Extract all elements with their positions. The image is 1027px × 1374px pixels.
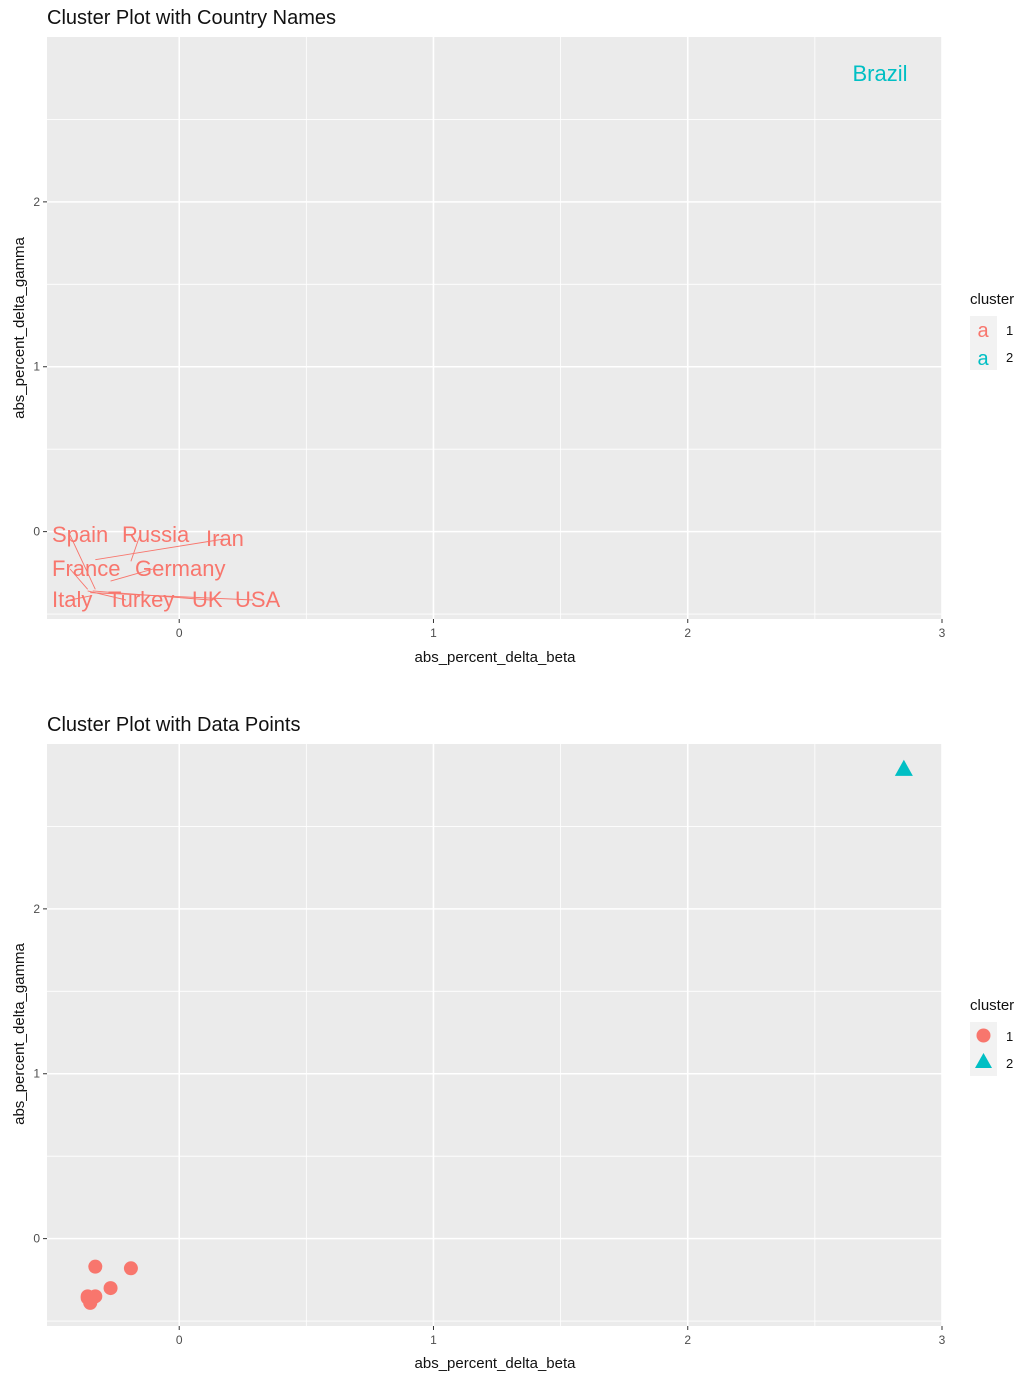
legend-entry-1: a 1 — [970, 316, 1013, 343]
country-label-turkey: Turkey — [108, 587, 174, 612]
label-leader-line — [130, 534, 141, 562]
x-tick-label: 1 — [430, 1333, 437, 1347]
legend-title: cluster — [970, 291, 1014, 308]
panel-background — [47, 37, 942, 619]
legend-key-circle — [976, 1028, 991, 1043]
country-label-france: France — [52, 556, 120, 581]
legend-label: 1 — [1006, 323, 1013, 338]
label-leader-line — [90, 592, 254, 601]
country-label-italy: Italy — [52, 587, 92, 612]
chart-title: Cluster Plot with Data Points — [47, 714, 300, 736]
y-tick-label: 0 — [33, 1232, 40, 1246]
cluster-plot-data-points: Cluster Plot with Data Points 0 1 2 3 0 1 2 ab… — [11, 714, 1014, 1372]
x-tick-label: 0 — [176, 626, 183, 640]
legend-title: cluster — [970, 997, 1014, 1014]
legend-label: 1 — [1006, 1029, 1013, 1044]
label-leader-line — [69, 568, 89, 590]
data-point-cluster-1 — [103, 1281, 118, 1296]
label-leader-line — [110, 568, 154, 582]
y-tick-label: 1 — [33, 360, 40, 374]
plot-area: 0 1 2 3 0 1 2 — [33, 744, 946, 1347]
country-label-uk: UK — [192, 587, 223, 612]
x-tick-label: 1 — [430, 626, 437, 640]
legend-key-glyph: a — [977, 320, 989, 342]
country-label-germany: Germany — [135, 556, 225, 581]
legend: cluster a 1 a 2 — [970, 291, 1014, 370]
country-label-iran: Iran — [206, 526, 244, 551]
y-tick-label: 2 — [33, 195, 40, 209]
data-point-cluster-1 — [83, 1295, 98, 1310]
label-leader-line — [95, 538, 225, 561]
legend-entry-1: 1 — [970, 1022, 1013, 1049]
x-tick-label: 3 — [939, 1333, 946, 1347]
legend-key-background — [970, 316, 997, 343]
data-point-cluster-2 — [894, 759, 913, 776]
x-tick-label: 2 — [684, 626, 691, 640]
y-tick-label: 0 — [33, 525, 40, 539]
data-point-cluster-1 — [123, 1261, 138, 1276]
x-axis-title: abs_percent_delta_beta — [415, 1355, 577, 1372]
legend-entry-2: 2 — [970, 1049, 1013, 1076]
y-axis-title: abs_percent_delta_gamma — [11, 942, 28, 1124]
country-label-usa: USA — [235, 587, 281, 612]
legend-label: 2 — [1006, 350, 1013, 365]
x-tick-label: 0 — [176, 1333, 183, 1347]
panel-background — [47, 744, 942, 1326]
x-tick-label: 3 — [939, 626, 946, 640]
legend-label: 2 — [1006, 1056, 1013, 1071]
legend-key-triangle — [975, 1053, 992, 1068]
legend-entry-2: a 2 — [970, 343, 1013, 370]
legend-key-background — [970, 343, 997, 370]
data-point-cluster-1 — [88, 1259, 103, 1274]
x-tick-label: 2 — [684, 1333, 691, 1347]
country-label-spain: Spain — [52, 522, 108, 547]
chart-title: Cluster Plot with Country Names — [47, 7, 336, 29]
label-leader-line — [69, 534, 96, 590]
plot-area: 0 1 2 3 0 1 2 Spain Russia Iran France Germany Italy… — [33, 37, 946, 640]
y-tick-label: 1 — [33, 1067, 40, 1081]
country-label-brazil: Brazil — [852, 61, 907, 86]
country-label-russia: Russia — [122, 522, 190, 547]
legend: cluster 1 2 — [970, 997, 1014, 1076]
y-axis-title: abs_percent_delta_gamma — [11, 236, 28, 418]
y-tick-label: 2 — [33, 902, 40, 916]
cluster-plot-country-names: Cluster Plot with Country Names 0 1 2 3 0 1 2 S… — [11, 7, 1014, 666]
legend-key-glyph: a — [977, 348, 989, 370]
x-axis-title: abs_percent_delta_beta — [415, 649, 577, 666]
label-leader-line — [69, 595, 91, 601]
